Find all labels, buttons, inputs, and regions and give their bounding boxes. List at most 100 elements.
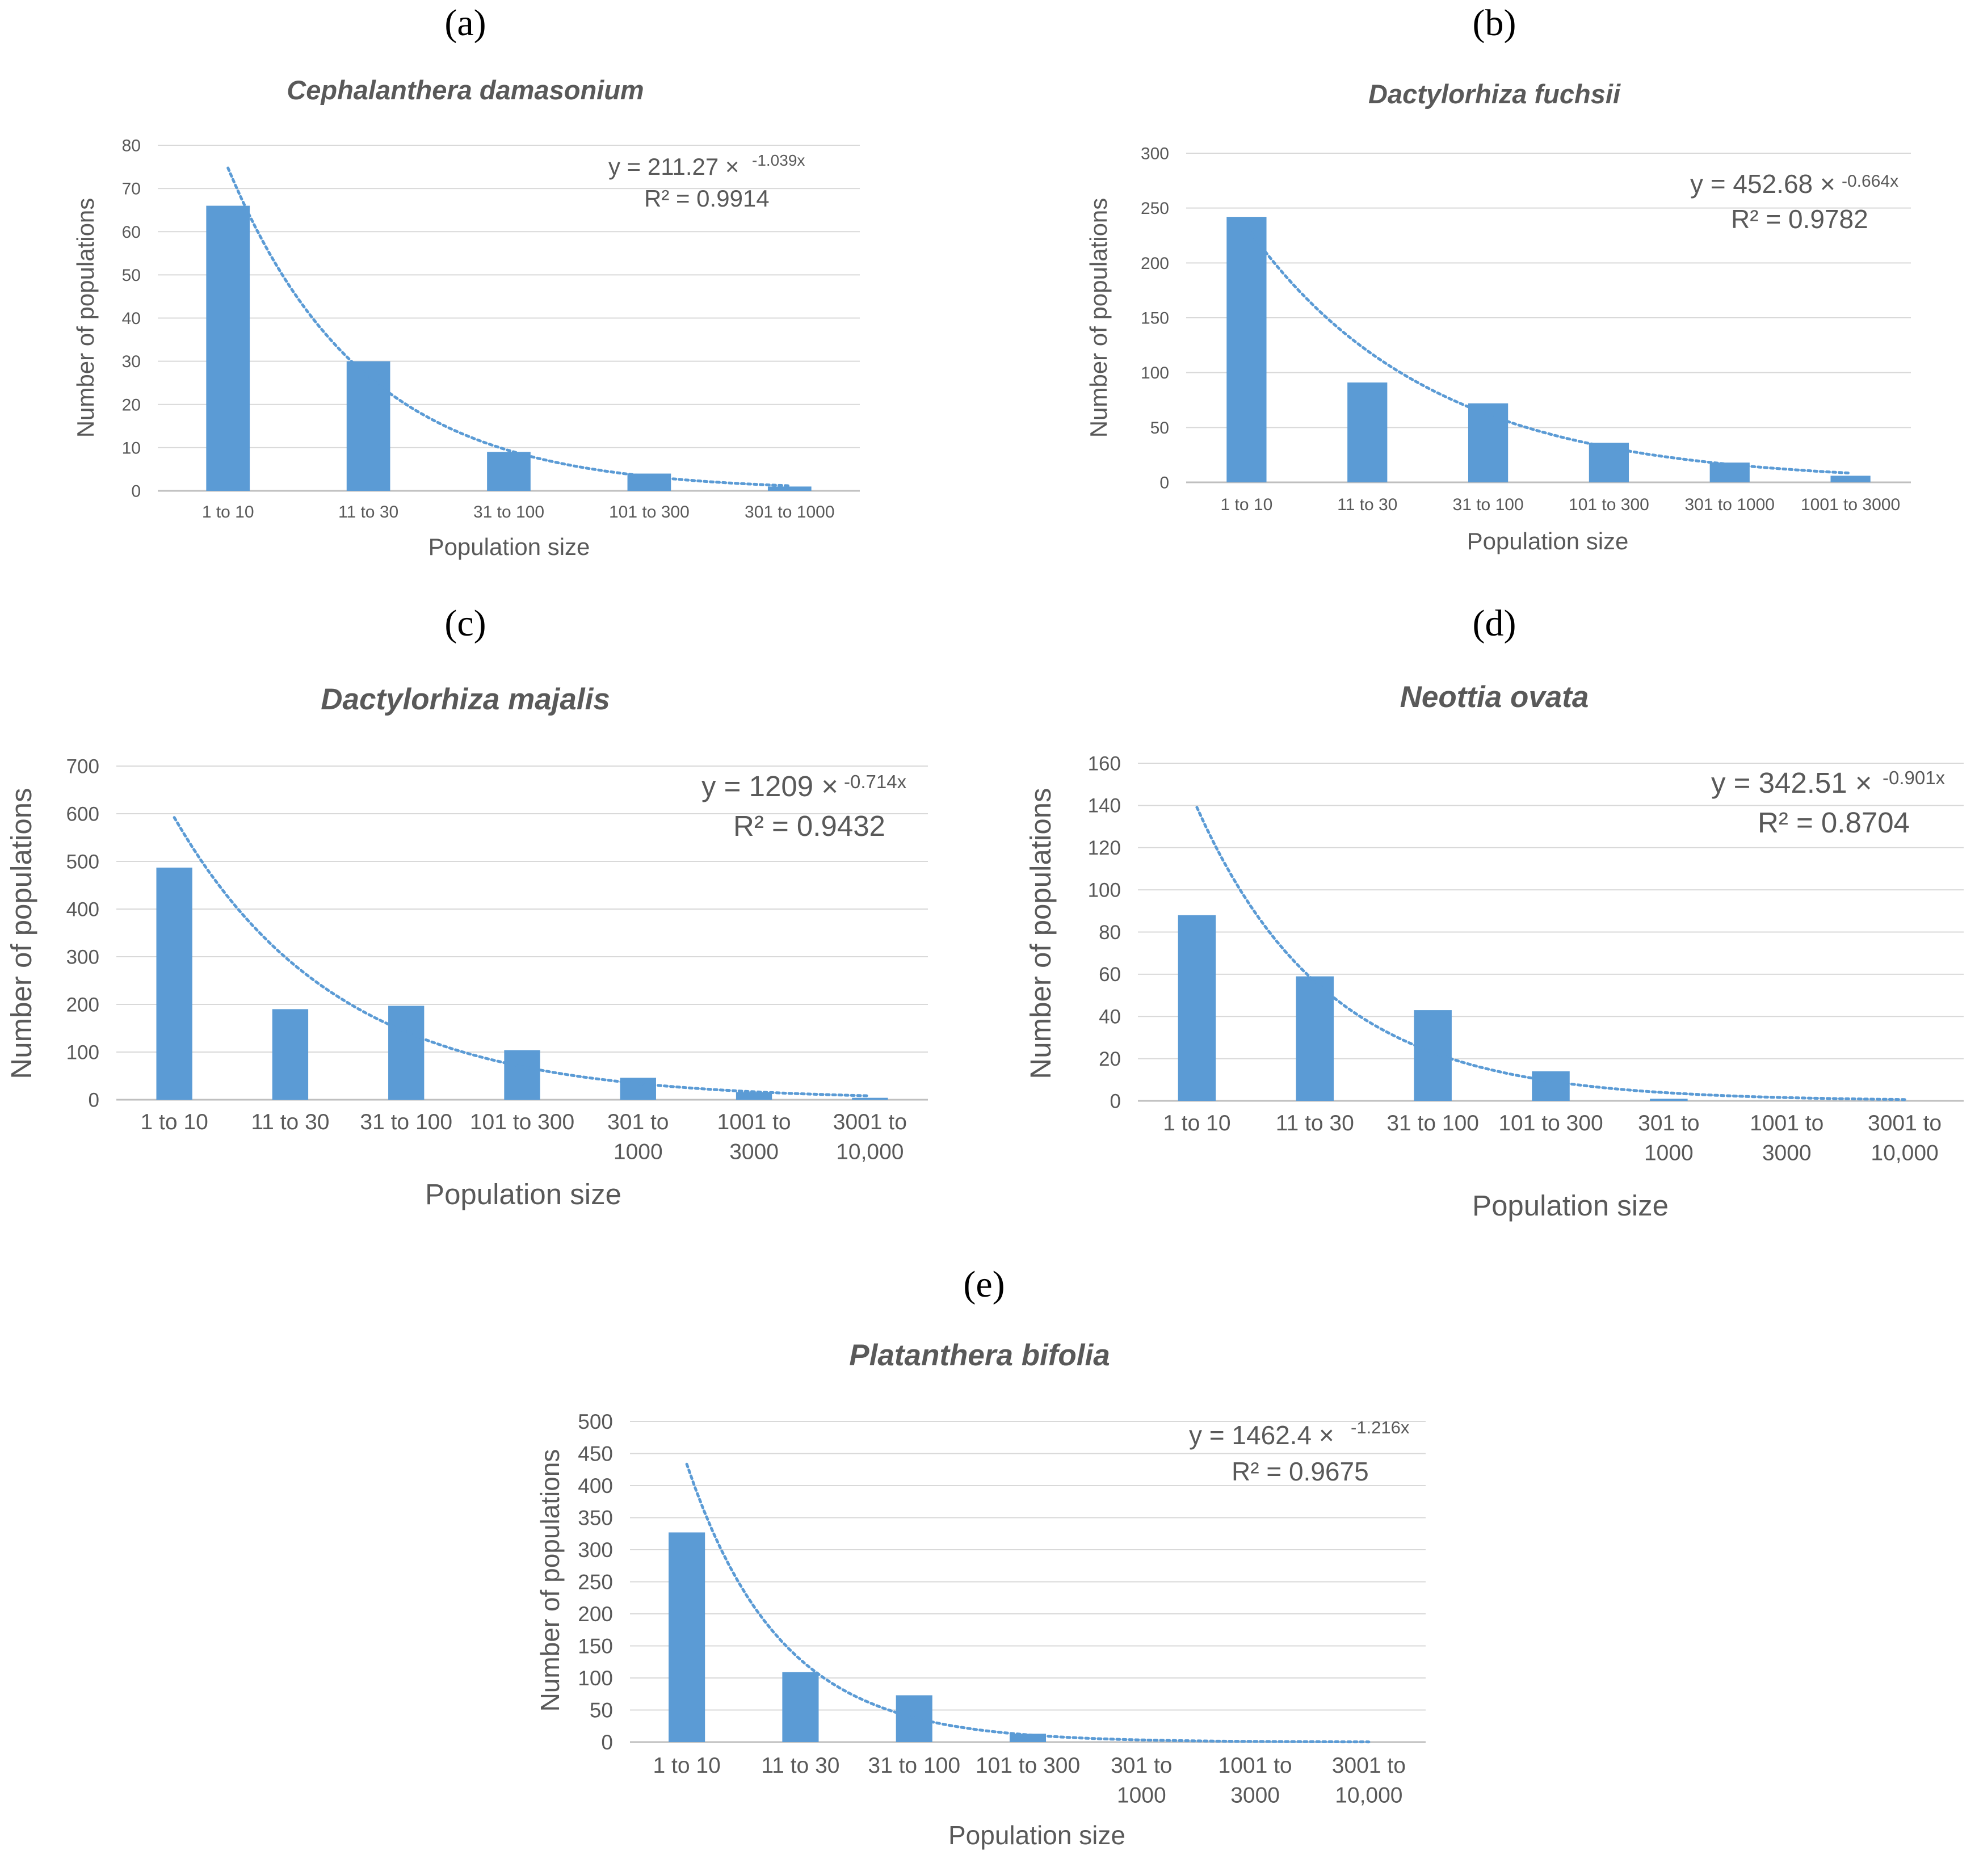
y-tick-label: 0 xyxy=(89,1089,99,1111)
bar xyxy=(1532,1071,1570,1101)
x-tick-label: 1001 to xyxy=(717,1110,791,1134)
chart-title: Platanthera bifolia xyxy=(849,1339,1110,1372)
x-tick-label: 1 to 10 xyxy=(141,1110,208,1134)
trendline xyxy=(226,166,791,487)
y-tick-label: 100 xyxy=(1141,364,1169,382)
bar xyxy=(1347,382,1388,482)
x-tick-label: 3001 to xyxy=(1332,1753,1406,1778)
x-tick-label: 1000 xyxy=(614,1140,663,1164)
r-squared: R² = 0.8704 xyxy=(1758,806,1910,839)
bar xyxy=(346,361,390,491)
y-tick-label: 100 xyxy=(66,1041,99,1063)
trendline-equation: y = 342.51 × xyxy=(1711,767,1872,799)
y-tick-label: 60 xyxy=(122,223,141,242)
y-tick-label: 70 xyxy=(122,180,141,199)
y-tick-label: 400 xyxy=(66,898,99,920)
r-squared: R² = 0.9782 xyxy=(1731,204,1868,234)
x-tick-label: 301 to 1000 xyxy=(745,503,834,521)
x-tick-label: 101 to 300 xyxy=(1569,495,1649,514)
x-tick-label: 101 to 300 xyxy=(976,1753,1080,1778)
trendline xyxy=(173,816,872,1097)
y-tick-label: 200 xyxy=(1141,254,1169,273)
y-tick-label: 150 xyxy=(1141,309,1169,328)
y-tick-label: 20 xyxy=(122,396,141,414)
y-tick-label: 100 xyxy=(1088,879,1121,901)
trendline xyxy=(1195,806,1906,1101)
x-tick-label: 101 to 300 xyxy=(1498,1111,1603,1135)
y-tick-label: 60 xyxy=(1099,964,1121,986)
panel-label: (d) xyxy=(1473,603,1516,644)
y-tick-label: 0 xyxy=(1110,1090,1121,1112)
x-tick-label: 1 to 10 xyxy=(202,503,254,521)
trendline xyxy=(685,1462,1371,1744)
x-tick-label: 10,000 xyxy=(1871,1141,1938,1166)
trendline-equation: y = 211.27 × xyxy=(608,153,739,180)
trendline-exponent: -0.714x xyxy=(844,771,907,792)
bar xyxy=(388,1006,425,1100)
x-tick-label: 1001 to xyxy=(1219,1753,1292,1778)
trendline-equation: y = 1209 × xyxy=(701,770,838,802)
bar xyxy=(736,1092,772,1100)
trendline-exponent: -0.664x xyxy=(1842,172,1898,191)
y-tick-label: 160 xyxy=(1088,752,1121,775)
bar xyxy=(1830,476,1871,482)
y-tick-label: 600 xyxy=(66,803,99,825)
y-tick-label: 50 xyxy=(590,1698,613,1722)
bar xyxy=(1226,217,1267,482)
x-tick-label: 10,000 xyxy=(1335,1784,1402,1808)
y-tick-label: 300 xyxy=(66,946,99,968)
bar xyxy=(272,1009,309,1100)
x-tick-label: 31 to 100 xyxy=(360,1110,452,1134)
y-tick-label: 50 xyxy=(122,266,141,285)
y-tick-label: 30 xyxy=(122,352,141,371)
x-tick-label: 11 to 30 xyxy=(1276,1111,1354,1135)
panel-label: (c) xyxy=(444,603,486,644)
y-tick-label: 80 xyxy=(1099,922,1121,944)
bar xyxy=(1178,915,1216,1101)
bar xyxy=(156,867,192,1100)
y-tick-label: 500 xyxy=(578,1410,613,1433)
y-axis-title: Number of populations xyxy=(1085,198,1112,438)
y-tick-label: 140 xyxy=(1088,795,1121,817)
y-tick-label: 500 xyxy=(66,851,99,873)
x-axis-title: Population size xyxy=(1467,528,1629,554)
panel-label: (e) xyxy=(963,1264,1005,1305)
trendline-exponent: -1.039x xyxy=(752,152,805,169)
r-squared: R² = 0.9914 xyxy=(644,185,770,212)
trendline-equation: y = 1462.4 × xyxy=(1189,1420,1334,1450)
x-tick-label: 301 to xyxy=(607,1110,669,1134)
x-tick-label: 1 to 10 xyxy=(1163,1111,1230,1135)
y-axis-title: Number of populations xyxy=(535,1449,565,1712)
bar xyxy=(620,1078,656,1100)
y-tick-label: 50 xyxy=(1150,419,1169,438)
x-tick-label: 101 to 300 xyxy=(470,1110,574,1134)
bar xyxy=(767,486,812,491)
bar xyxy=(487,452,531,491)
y-tick-label: 80 xyxy=(122,137,141,155)
y-tick-label: 150 xyxy=(578,1634,613,1658)
x-tick-label: 31 to 100 xyxy=(868,1753,960,1778)
bar xyxy=(852,1097,888,1100)
x-tick-label: 3000 xyxy=(729,1140,779,1164)
y-tick-label: 200 xyxy=(578,1602,613,1626)
bar xyxy=(669,1532,705,1742)
x-axis-title: Population size xyxy=(428,533,590,560)
y-tick-label: 120 xyxy=(1088,837,1121,859)
panel-label: (a) xyxy=(444,2,486,44)
x-tick-label: 1001 to 3000 xyxy=(1801,495,1900,514)
x-axis-title: Population size xyxy=(1472,1189,1669,1222)
trendline-exponent: -1.216x xyxy=(1351,1417,1410,1437)
x-tick-label: 1000 xyxy=(1117,1784,1166,1808)
y-tick-label: 40 xyxy=(122,309,141,328)
chart-title: Dactylorhiza fuchsii xyxy=(1368,79,1621,109)
y-tick-label: 200 xyxy=(66,994,99,1016)
r-squared: R² = 0.9432 xyxy=(733,810,885,842)
x-tick-label: 3000 xyxy=(1230,1784,1280,1808)
chart-title: Neottia ovata xyxy=(1400,680,1589,714)
chart-panel-4: (d) Neottia ovata 0 20 40 60 80 100 120 140 160 1 t… xyxy=(1024,603,1964,1222)
r-squared: R² = 0.9675 xyxy=(1232,1457,1369,1486)
chart-title: Cephalanthera damasonium xyxy=(287,75,644,105)
bar xyxy=(1009,1734,1047,1742)
